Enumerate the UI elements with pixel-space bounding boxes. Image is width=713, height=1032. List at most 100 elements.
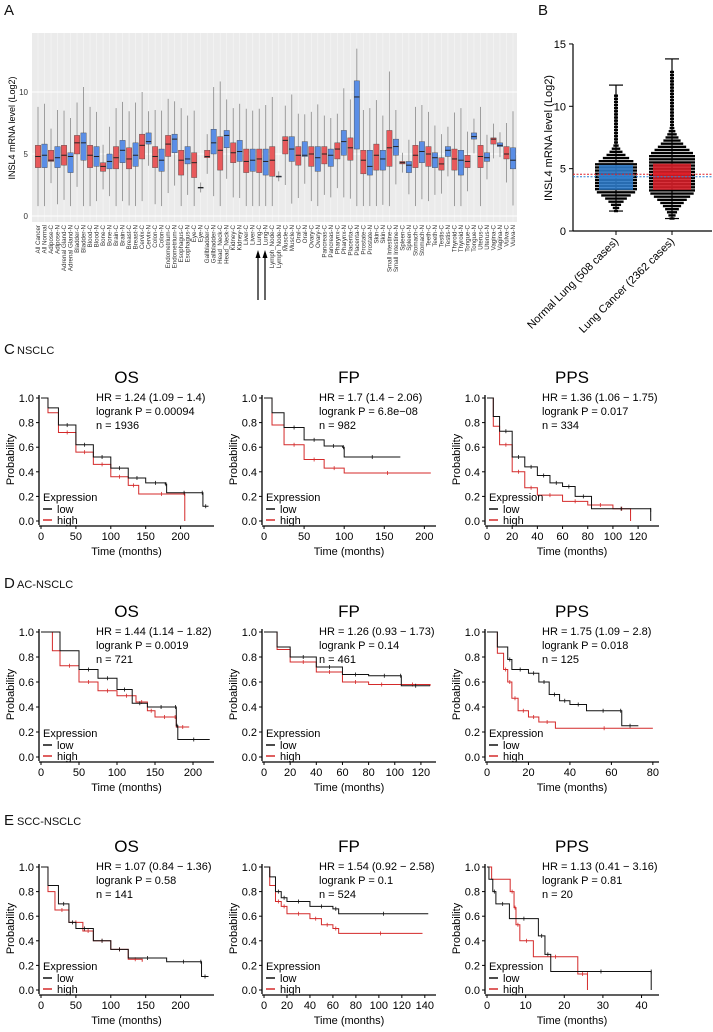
km-plot-d-pps: PPS 0.0 0.2 0.4 0.6 0.8 1.0 0 20 40 60 80 Time (mont… [451,602,659,794]
km-curve-low [487,631,639,727]
km-ytick-label: 0.0 [242,516,257,528]
panel-a-category-label: Vagina-N [497,225,504,250]
panel-a-box [360,150,367,175]
panel-a-category-label: Liver-N [250,225,257,245]
panel-a-category-label: Breast-C [126,224,133,249]
panel-a-category-label: Vulva-N [510,225,517,247]
km-hazard-ratio: HR = 1.07 (0.84 − 1.36) [96,861,212,873]
panel-a-box [392,138,399,156]
km-sample-size: n = 1936 [96,420,139,432]
panel-a-box [87,145,93,168]
panel-a-box [74,135,80,155]
km-curve-high [487,866,588,990]
km-ytick-label: 1.0 [19,627,34,639]
km-hazard-ratio: HR = 1.26 (0.93 − 1.73) [319,626,435,638]
panel-a-box [314,146,321,172]
panel-a-box [178,150,185,176]
km-xtick-label: 40 [635,1000,647,1012]
km-xtick-label: 100 [386,767,404,779]
panel-a-category-label: Skin-N [380,225,387,244]
panel-a-category-label: Vagina-C [490,224,497,250]
panel-a-box [256,148,263,173]
panel-a-category-label: Eye-N [198,225,205,242]
panel-a-category-label: Muscle-N [289,225,296,251]
panel-a-box [327,148,334,167]
km-legend-title: Expression [43,492,97,504]
panel-a-box [217,136,224,171]
panel-d-subtitle: AC-NSCLC [17,579,74,591]
km-legend-label-high: high [503,984,524,996]
panel-a-category-label: Prostate-N [367,225,374,255]
km-xtick-label: 50 [73,767,85,779]
panel-a-ytick-label: 10 [19,88,28,97]
km-ytick-label: 0.8 [19,887,34,899]
km-plot-e-os: OS 0.0 0.2 0.4 0.6 0.8 1.0 0 50 100 150 200 Time (mo… [5,837,214,1027]
km-xtick-label: 50 [70,1000,82,1012]
km-legend-title: Expression [489,492,543,504]
km-title: OS [114,602,139,621]
km-legend-label-high: high [503,515,524,527]
panel-a-category-label: Uterus-N [484,225,491,250]
panel-a-category-label: Prostate-C [360,224,367,254]
km-xtick-label: 0 [38,531,44,543]
panel-a-box [165,135,172,157]
km-ytick-label: 0.8 [242,887,257,899]
panel-a-ytick-label: 0 [24,212,29,221]
panel-a-box [139,133,146,160]
km-ytick-label: 0.0 [19,516,34,528]
panel-a-box [340,130,347,156]
km-xtick-label: 100 [108,767,126,779]
km-legend-label-low: low [503,740,520,752]
km-legend-label-low: low [57,973,74,985]
panel-a-category-label: Bone-C [100,224,107,246]
km-xtick-label: 0 [261,1000,267,1012]
km-ytick-label: 0.4 [242,936,257,948]
panel-a-box [41,143,48,168]
km-xtick-label: 60 [336,767,348,779]
panel-a-category-label: Adrenal Gland-N [68,225,75,271]
panel-a-box [321,146,328,165]
panel-a-box [282,136,289,155]
km-sample-size: n = 461 [319,654,356,666]
km-sample-size: n = 982 [319,420,356,432]
km-xtick-label: 0 [38,1000,44,1012]
panel-a-box [412,145,419,168]
km-xtick-label: 0 [38,767,44,779]
km-plot-c-fp: FP 0.0 0.2 0.4 0.6 0.8 1.0 0 50 100 150 200 Time (mo… [228,368,436,558]
km-ytick-label: 1.0 [242,627,257,639]
panel-a-box [48,150,54,162]
km-title: FP [338,368,360,387]
km-sample-size: n = 524 [319,889,356,901]
panel-a-category-label: Thyroid-C [451,224,458,252]
km-logrank-p: logrank P = 6.8e−08 [319,406,418,418]
arrow-head-icon [262,250,268,258]
panel-a-box [100,162,106,172]
km-legend-label-high: high [57,984,78,996]
panel-a-category-label: Placenta-C [347,224,354,255]
km-plot-e-fp: FP 0.0 0.2 0.4 0.6 0.8 1.0 0 20 40 60 80 100 120 140 Ti… [228,837,436,1027]
km-ytick-label: 1.0 [465,862,480,874]
km-xtick-label: 20 [522,767,534,779]
km-ytick-label: 0.6 [19,677,34,689]
km-sample-size: n = 141 [96,889,133,901]
panel-a-box [386,130,393,167]
km-xtick-label: 120 [393,1000,411,1012]
km-curve-high [41,631,190,728]
km-ytick-label: 0.6 [465,677,480,689]
km-xtick-label: 40 [531,531,543,543]
km-xtick-label: 140 [416,1000,434,1012]
panel-a-box [451,148,458,171]
km-hazard-ratio: HR = 1.54 (0.92 − 2.58) [319,861,435,873]
panel-b-ytick-label: 10 [554,101,566,113]
panel-b-ytick-label: 15 [554,39,566,51]
km-legend-label-low: low [280,504,297,516]
km-legend-title: Expression [489,961,543,973]
km-ytick-label: 0.2 [242,960,257,972]
panel-a-box [405,161,412,173]
panel-a-box [379,150,386,171]
panel-a-box [132,142,139,167]
panel-a-ytick-label: 5 [24,150,29,159]
km-plot-e-pps: PPS 0.0 0.2 0.4 0.6 0.8 1.0 0 10 20 30 40 Time (mont… [451,837,659,1027]
panel-a-category-label: Uterus-C [477,224,484,249]
km-ytick-label: 0.4 [465,936,480,948]
